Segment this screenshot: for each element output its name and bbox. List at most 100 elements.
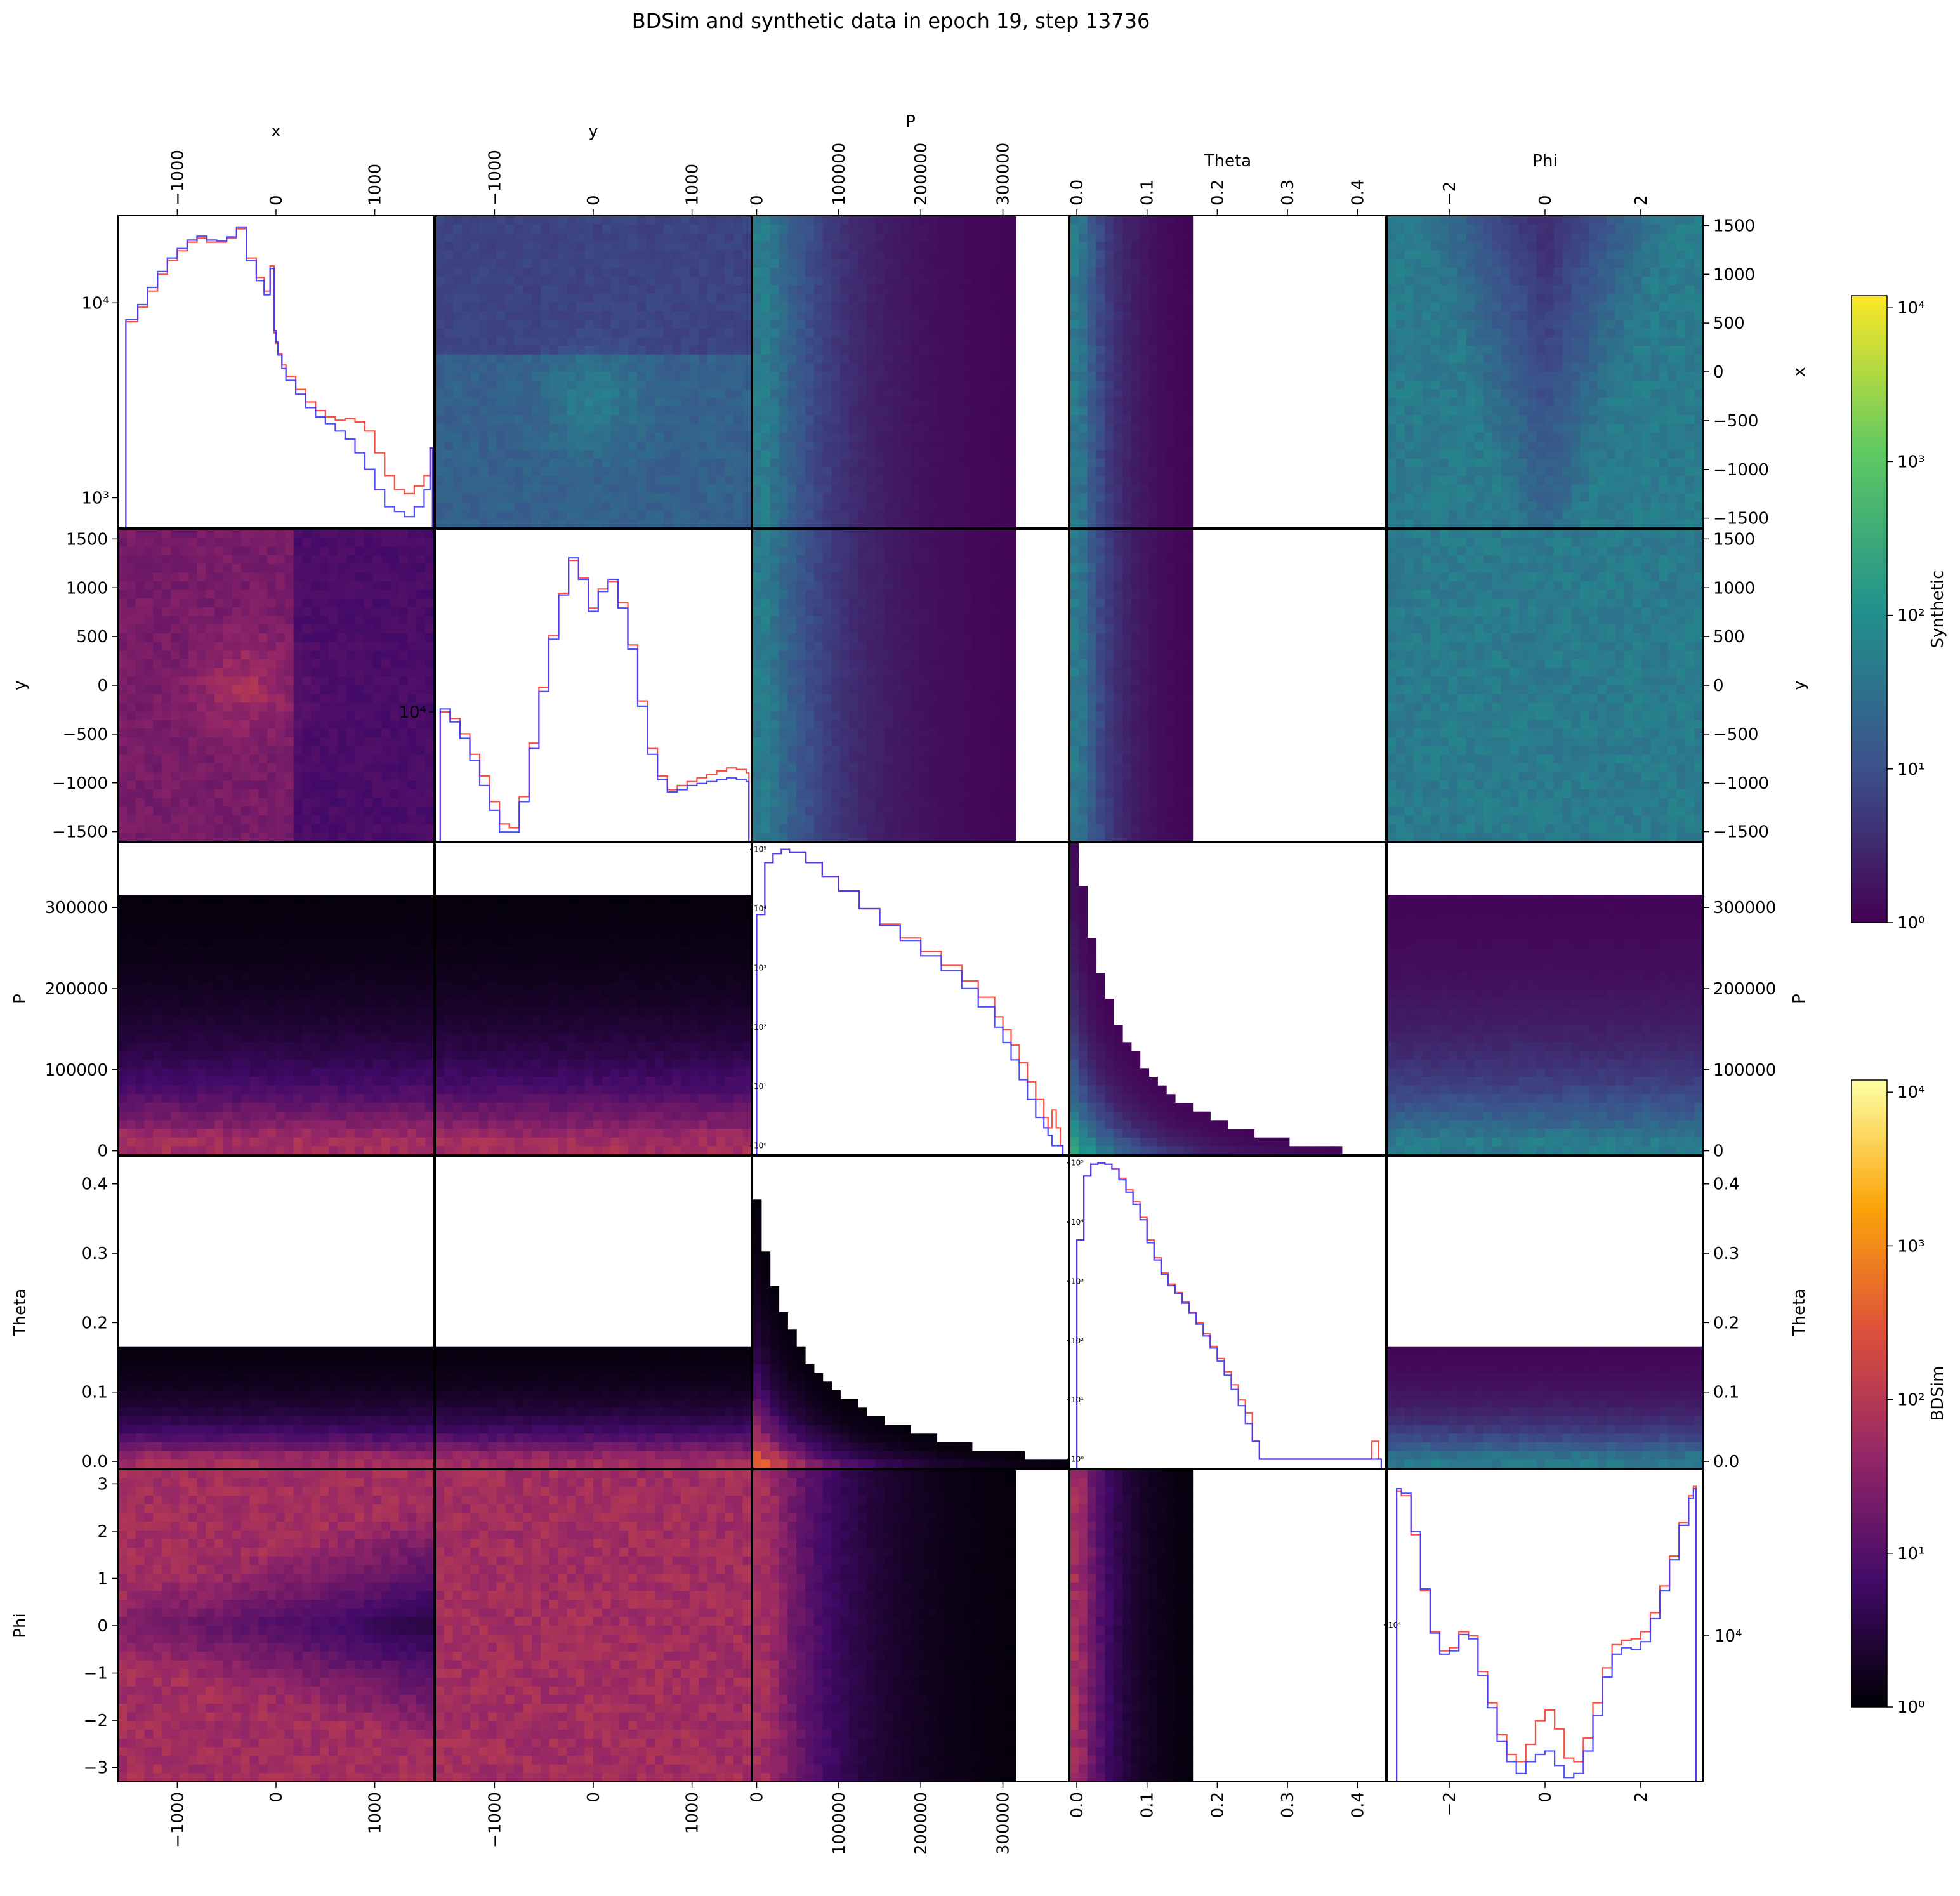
density-cell (470, 354, 480, 364)
density-cell (787, 328, 797, 338)
density-cell (1624, 354, 1633, 364)
density-cell (284, 650, 294, 660)
density-cell (267, 650, 277, 660)
density-cell (153, 633, 162, 643)
density-cell (707, 398, 717, 407)
density-cell (646, 502, 655, 511)
density-cell (779, 302, 788, 312)
density-cell (311, 572, 320, 582)
density-cell (919, 415, 929, 425)
density-cell (919, 441, 929, 451)
density-cell (1615, 328, 1625, 338)
density-cell (1615, 354, 1625, 364)
density-cell (911, 476, 920, 485)
density-cell (444, 216, 454, 225)
density-cell (610, 337, 621, 346)
density-cell (654, 259, 664, 268)
density-cell (902, 233, 911, 242)
density-cell (619, 328, 629, 338)
density-cell (893, 380, 902, 390)
density-cell (1140, 250, 1150, 260)
density-cell (1509, 415, 1520, 425)
density-cell (1404, 276, 1414, 286)
density-cell (302, 772, 312, 781)
density-cell (1422, 242, 1431, 251)
density-cell (654, 389, 664, 398)
density-cell (1650, 502, 1660, 511)
density-cell (725, 467, 734, 477)
density-cell (1536, 441, 1546, 451)
density-cell (258, 737, 268, 747)
density-cell (1580, 372, 1589, 381)
density-cell (954, 320, 964, 329)
density-cell (1404, 519, 1414, 529)
density-cell (179, 650, 189, 660)
density-cell (1694, 328, 1704, 338)
density-cell (893, 276, 902, 286)
density-cell (1659, 432, 1669, 442)
density-cell (1624, 484, 1633, 494)
density-cell (302, 581, 312, 591)
density-cell (753, 250, 762, 260)
density-cell (1114, 302, 1123, 312)
density-cell (144, 746, 154, 755)
density-cell (1466, 432, 1475, 442)
density-cell (197, 711, 206, 721)
density-cell (311, 563, 320, 573)
density-cell (699, 346, 708, 355)
density-cell (1007, 415, 1016, 425)
density-cell (461, 285, 471, 294)
density-cell (628, 476, 638, 485)
density-cell (1096, 476, 1105, 485)
density-cell (1078, 432, 1088, 442)
density-cell (954, 337, 964, 346)
density-cell (954, 268, 964, 277)
density-cell (1475, 510, 1484, 520)
density-cell (514, 259, 523, 268)
density-cell (153, 676, 162, 686)
density-cell (1078, 216, 1088, 225)
density-cell (1175, 450, 1185, 459)
density-cell (753, 242, 762, 251)
density-cell (971, 519, 982, 529)
density-cell (452, 216, 463, 225)
density-cell (444, 493, 454, 503)
density-cell (1536, 294, 1546, 303)
density-cell (179, 798, 189, 807)
density-cell (206, 537, 215, 547)
density-cell (1457, 242, 1467, 251)
density-cell (1157, 432, 1167, 442)
density-cell (1148, 242, 1158, 251)
density-cell (567, 372, 576, 381)
density-cell (514, 467, 523, 477)
density-cell (1404, 337, 1414, 346)
density-cell (232, 555, 242, 565)
density-cell (945, 337, 955, 346)
density-cell (1131, 346, 1141, 355)
density-cell (725, 337, 734, 346)
density-cell (1105, 320, 1114, 329)
density-cell (126, 529, 136, 539)
density-cell (902, 302, 911, 312)
density-cell (954, 372, 964, 381)
density-cell (1483, 354, 1493, 364)
density-cell (1166, 415, 1176, 425)
density-cell (118, 572, 128, 582)
density-cell (663, 476, 673, 485)
density-cell (206, 833, 215, 842)
density-cell (549, 294, 559, 303)
density-cell (1676, 467, 1686, 477)
density-cell (849, 259, 858, 268)
density-cell (753, 276, 762, 286)
density-cell (488, 398, 497, 407)
density-cell (840, 502, 850, 511)
density-cell (240, 780, 251, 790)
density-cell (1598, 493, 1607, 503)
density-cell (232, 668, 242, 677)
density-cell (813, 242, 824, 251)
density-cell (1122, 424, 1132, 433)
density-cell (1492, 311, 1502, 320)
density-cell (1395, 467, 1405, 477)
density-cell (646, 415, 655, 425)
density-cell (919, 406, 929, 416)
